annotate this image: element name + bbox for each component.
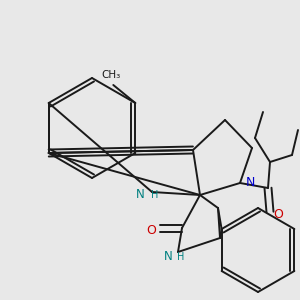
Text: H: H [177,252,185,262]
Text: N: N [136,188,144,202]
Text: O: O [146,224,156,236]
Text: CH₃: CH₃ [102,70,121,80]
Text: H: H [151,190,159,200]
Text: O: O [273,208,283,221]
Text: N: N [164,250,172,263]
Text: N: N [245,176,255,190]
